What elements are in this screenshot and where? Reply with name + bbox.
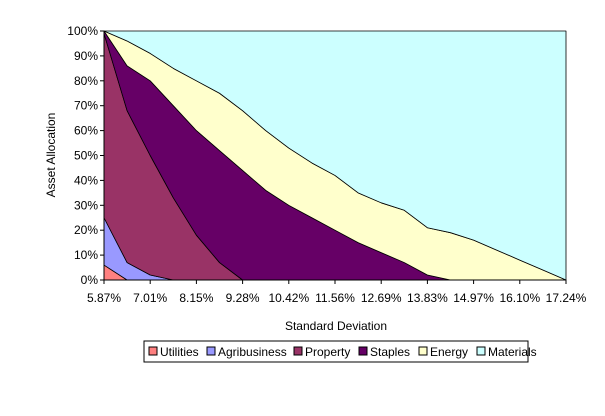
- legend-label-property: Property: [305, 345, 350, 359]
- area-materials: [103, 30, 567, 281]
- x-tick-label: 11.56%: [315, 291, 355, 305]
- x-tick-label: 5.87%: [87, 291, 121, 305]
- x-tick-label: 7.01%: [133, 291, 167, 305]
- x-tick-label: 13.83%: [407, 291, 448, 305]
- x-tick-label: 17.24%: [546, 291, 587, 305]
- y-tick-label: 100%: [67, 24, 98, 38]
- legend-swatch-utilities: [148, 346, 158, 356]
- x-tick-label: 9.28%: [226, 291, 260, 305]
- legend-swatch-staples: [358, 346, 368, 356]
- y-tick-label: 40%: [74, 173, 98, 187]
- legend-swatch-property: [293, 346, 303, 356]
- y-tick-label: 0%: [81, 273, 99, 287]
- y-tick-label: 80%: [74, 74, 98, 88]
- y-tick-label: 60%: [74, 124, 98, 138]
- axes: 0% 10% 20% 30% 40% 50% 60% 70% 80% 90% 100% 5.87% 7.…: [67, 24, 586, 305]
- y-tick-label: 70%: [74, 99, 98, 113]
- legend-label-energy: Energy: [430, 345, 468, 359]
- legend-frame: [143, 340, 529, 363]
- x-tick-label: 10.42%: [268, 291, 309, 305]
- legend-swatch-energy: [418, 346, 428, 356]
- x-tick-label: 16.10%: [499, 291, 540, 305]
- legend-label-staples: Staples: [370, 345, 410, 359]
- legend: Utilities Agribusiness Property Staples Ener…: [143, 340, 537, 363]
- x-tick-label: 8.15%: [179, 291, 213, 305]
- x-tick-label: 14.97%: [453, 291, 494, 305]
- x-axis-title: Standard Deviation: [285, 319, 387, 333]
- y-tick-label: 90%: [74, 49, 98, 63]
- plot-area: [103, 30, 567, 281]
- x-tick-label: 12.69%: [361, 291, 402, 305]
- y-tick-label: 20%: [74, 223, 98, 237]
- legend-label-agribusiness: Agribusiness: [218, 345, 287, 359]
- y-tick-label: 30%: [74, 198, 98, 212]
- y-tick-label: 50%: [74, 149, 98, 163]
- y-axis-title: Asset Allocation: [44, 113, 58, 198]
- legend-swatch-agribusiness: [206, 346, 216, 356]
- legend-label-utilities: Utilities: [160, 345, 199, 359]
- y-tick-label: 10%: [74, 248, 98, 262]
- legend-label-materials: Materials: [488, 345, 537, 359]
- legend-swatch-materials: [476, 346, 486, 356]
